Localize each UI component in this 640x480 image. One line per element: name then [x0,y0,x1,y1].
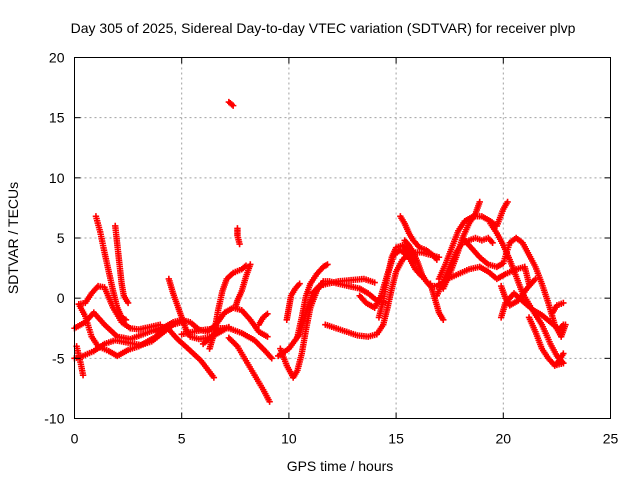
grid [74,57,611,419]
axis-ticks [74,57,611,419]
series-track-t [294,261,331,340]
y-tick-label: 0 [57,290,65,306]
data-point [433,256,441,263]
x-tick-label: 5 [178,431,186,447]
series-track-d [75,282,164,333]
data-point [124,299,132,307]
series-track-p [232,261,254,311]
y-axis-label: SDTVAR / TECUs [5,182,21,294]
series-track-y [397,213,441,263]
data-point [264,310,271,318]
data-point [532,275,539,283]
series-track-f [92,213,130,324]
x-tick-label: 25 [603,431,619,447]
data-point [324,261,331,268]
y-tick-label: 20 [49,50,65,66]
data-point [504,198,511,206]
data-point [560,350,567,357]
x-tick-labels: 0 5 10 15 20 25 [71,431,619,447]
data-point [247,261,254,268]
series-track-k [178,325,275,362]
data-point [236,240,243,248]
series-track-m [199,323,233,348]
series-track-s [274,275,378,360]
series-track-e [73,343,87,379]
series-track-al [551,350,567,369]
series-track-l [225,334,273,405]
data-point [440,316,447,324]
data-point [268,355,275,362]
data-point [210,374,218,381]
y-tick-label: 15 [49,110,65,126]
y-tick-label: 5 [57,230,65,246]
data-point [560,299,567,307]
series-track-ai [497,290,567,333]
data-point [266,398,273,405]
series-track-j [206,262,250,352]
data-point [229,102,237,109]
y-tick-label: 10 [49,170,65,186]
data-point [79,371,87,379]
chart-title: Day 305 of 2025, Sidereal Day-to-day VTE… [71,20,576,36]
series-track-u [283,280,303,324]
data-point [225,323,233,331]
x-tick-label: 10 [281,431,297,447]
x-tick-label: 20 [496,431,512,447]
series-track-o [234,225,243,248]
x-tick-label: 0 [71,431,79,447]
data-point [560,359,567,367]
series-track-ag [487,220,567,367]
data-point [371,279,378,286]
x-tick-label: 15 [388,431,404,447]
data-point [264,333,271,340]
series-track-q [255,310,271,328]
data-point [157,331,164,338]
series-track-v [322,249,443,340]
data-point [157,321,164,328]
series-track-n [225,98,237,109]
data-point [476,198,483,206]
x-axis-label: GPS time / hours [287,458,394,474]
series-track-ak [549,299,567,316]
data-point [122,316,130,324]
data-marks [71,98,569,405]
y-tick-label: -5 [52,350,65,366]
series-track-g [112,222,132,307]
data-point [489,239,496,247]
y-tick-label: -10 [44,411,64,427]
series-track-aa [427,280,447,324]
y-tick-labels: -10 -5 0 5 10 15 20 [44,50,64,427]
data-point [560,321,567,328]
data-point [296,280,303,287]
